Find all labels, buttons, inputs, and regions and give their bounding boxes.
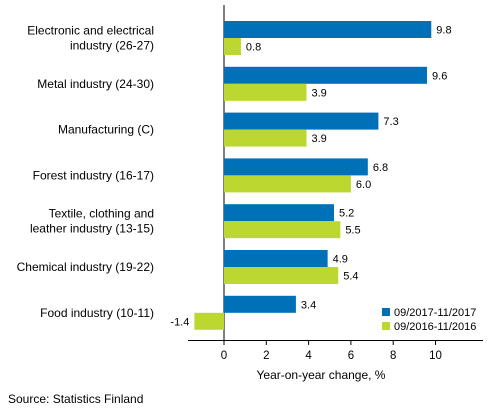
- x-tick-label: 2: [263, 350, 269, 362]
- bar-series-2017: [224, 158, 368, 176]
- bar-series-2016: [224, 38, 241, 55]
- legend-swatch: [382, 322, 390, 330]
- data-label: 3.9: [311, 87, 326, 99]
- data-label: 9.6: [432, 70, 447, 82]
- legend-label: 09/2016-11/2016: [394, 321, 476, 333]
- data-label: 5.4: [343, 271, 358, 283]
- x-axis-title: Year-on-year change, %: [257, 368, 386, 382]
- data-label: 9.8: [436, 25, 451, 37]
- data-label: 5.5: [345, 225, 360, 237]
- data-label: -1.4: [170, 316, 189, 328]
- category-label: Textile, clothing and: [49, 207, 154, 221]
- bar-series-2017: [224, 66, 428, 84]
- legend-swatch: [382, 308, 390, 316]
- category-label: leather industry (13-15): [30, 222, 154, 236]
- bar-series-2017: [224, 21, 432, 38]
- legend-label: 09/2017-11/2017: [394, 307, 476, 319]
- category-label: Forest industry (16-17): [33, 168, 154, 182]
- x-tick-label: 0: [221, 350, 227, 362]
- data-label: 3.9: [311, 133, 326, 145]
- category-label: Manufacturing (C): [58, 123, 154, 137]
- category-label: Chemical industry (19-22): [17, 260, 154, 274]
- data-label: 5.2: [339, 208, 354, 220]
- x-tick-label: 4: [305, 350, 312, 362]
- data-label: 4.9: [333, 254, 348, 266]
- x-tick-label: 8: [390, 350, 396, 362]
- category-label: Food industry (10-11): [40, 306, 154, 320]
- data-label: 6.0: [356, 179, 371, 191]
- x-tick-label: 6: [348, 350, 354, 362]
- data-label: 7.3: [383, 116, 398, 128]
- bar-series-2017: [224, 295, 296, 313]
- category-label: industry (26-27): [70, 39, 154, 53]
- category-label: Electronic and electrical: [27, 24, 154, 38]
- bar-series-2016: [194, 312, 224, 330]
- category-label: Metal industry (24-30): [37, 77, 154, 91]
- x-tick-label: 10: [429, 350, 442, 362]
- source-note: Source: Statistics Finland: [8, 392, 144, 406]
- bar-series-2017: [224, 112, 379, 130]
- bar-series-2016: [224, 267, 339, 284]
- data-label: 3.4: [301, 299, 316, 311]
- bar-series-2016: [224, 83, 307, 101]
- bar-series-2017: [224, 204, 334, 222]
- bar-series-2017: [224, 250, 328, 267]
- bar-series-2016: [224, 221, 341, 239]
- bar-series-2016: [224, 129, 307, 147]
- bar-series-2016: [224, 175, 351, 193]
- data-label: 0.8: [246, 42, 261, 54]
- data-label: 6.8: [373, 162, 388, 174]
